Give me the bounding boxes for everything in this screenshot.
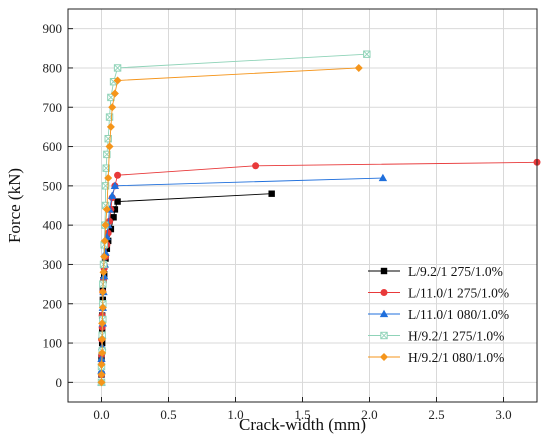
x-tick-label: 2.5 [428, 407, 444, 422]
data-point [110, 214, 117, 221]
legend-item: H/9.2/1 080/1.0% [368, 350, 504, 365]
legend-marker [380, 331, 388, 340]
data-point [98, 319, 107, 328]
y-tick-label: 400 [43, 218, 63, 233]
data-point [111, 206, 119, 213]
x-tick-label: 0.5 [160, 407, 176, 422]
series-layer [97, 50, 541, 387]
data-point [98, 348, 107, 357]
x-axis-title: Crack-width (mm) [239, 415, 366, 434]
data-point [378, 173, 388, 182]
y-tick-label: 200 [43, 296, 63, 311]
data-point [363, 50, 371, 58]
series-5 [97, 63, 363, 387]
data-point [354, 63, 363, 72]
y-tick-label: 600 [43, 139, 63, 154]
data-point [114, 171, 122, 179]
data-point [101, 221, 110, 230]
legend-label: H/9.2/1 275/1.0% [408, 328, 504, 343]
data-point [268, 190, 275, 197]
legend-item: L/11.0/1 080/1.0% [368, 307, 509, 322]
x-tick-label: 0.0 [93, 407, 109, 422]
x-tick-label: 2.0 [361, 407, 377, 422]
data-point [104, 173, 113, 182]
legend-label: H/9.2/1 080/1.0% [408, 350, 504, 365]
data-point [100, 252, 109, 261]
data-point [97, 360, 106, 369]
marker-cross [114, 64, 122, 72]
legend-marker [380, 289, 388, 296]
y-tick-label: 500 [43, 178, 63, 193]
y-tick-label: 300 [43, 257, 63, 272]
data-point [100, 236, 109, 245]
data-point [98, 303, 107, 312]
legend-item: L/11.0/1 275/1.0% [368, 285, 509, 300]
legend-item: H/9.2/1 275/1.0% [368, 328, 504, 343]
data-point [97, 370, 106, 379]
data-point [113, 76, 122, 85]
y-tick-label: 900 [43, 21, 63, 36]
data-point [108, 103, 117, 112]
data-point [98, 335, 107, 344]
legend: L/9.2/1 275/1.0% L/11.0/1 275/1.0% L/11.0/… [368, 264, 509, 365]
data-point [105, 142, 114, 151]
y-tick-label: 700 [43, 100, 63, 115]
legend-label: L/11.0/1 275/1.0% [408, 285, 509, 300]
legend-marker [379, 309, 389, 318]
x-tick-label: 1.0 [227, 407, 243, 422]
y-tick-label: 100 [43, 336, 63, 351]
data-point [107, 225, 115, 233]
data-point [110, 89, 119, 98]
x-tick-label: 1.5 [294, 407, 310, 422]
data-point [97, 378, 106, 387]
data-point [98, 287, 107, 296]
y-tick-label: 0 [56, 375, 63, 390]
data-point [102, 205, 111, 214]
data-point [252, 162, 260, 170]
data-point [99, 268, 108, 277]
legend-label: L/9.2/1 275/1.0% [408, 264, 503, 279]
legend-label: L/11.0/1 080/1.0% [408, 307, 509, 322]
data-point [114, 198, 121, 205]
y-axis-title: Force (kN) [5, 168, 24, 243]
marker-cross [363, 50, 371, 58]
data-point [113, 64, 122, 72]
y-tick-label: 800 [43, 60, 63, 75]
grid-lines [68, 9, 537, 402]
data-point [108, 191, 117, 199]
marker-cross [380, 331, 388, 340]
legend-marker [380, 353, 388, 361]
data-point [110, 181, 120, 189]
legend-marker [380, 267, 388, 275]
x-tick-label: 3.0 [495, 407, 511, 422]
legend-item: L/9.2/1 275/1.0% [368, 264, 503, 279]
data-point [99, 272, 109, 280]
data-point [106, 122, 115, 131]
axis-ticks: 0.0 0.5 1.0 1.5 2.0 2.5 3.0 0 100 200 300 400 500 600… [43, 21, 512, 422]
